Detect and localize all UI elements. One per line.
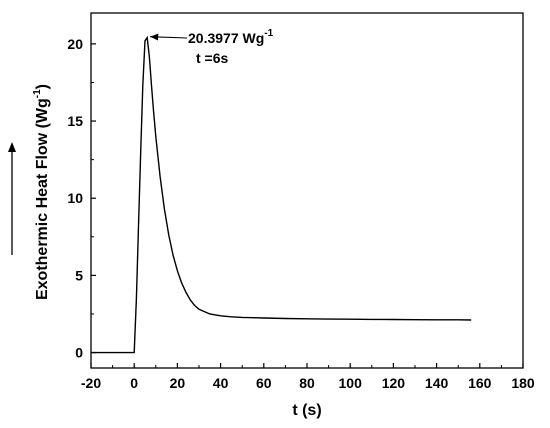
y-tick-label: 10 [67, 190, 83, 206]
peak-annotation-arrowhead [150, 33, 159, 41]
x-tick-label: 160 [468, 375, 492, 391]
y-axis-title: Exothermic Heat Flow (Wg-1) [32, 84, 51, 300]
y-tick-label: 5 [75, 267, 83, 283]
plot-frame [90, 12, 524, 369]
peak-annotation: 20.3977 Wg-1 t =6s [150, 28, 274, 66]
x-tick-label: 20 [170, 375, 186, 391]
x-tick-label: 40 [213, 375, 229, 391]
x-tick-label: -20 [81, 375, 101, 391]
x-tick-label: 60 [256, 375, 272, 391]
x-tick-label: 100 [339, 375, 363, 391]
x-tick-label: 80 [299, 375, 315, 391]
heat-flow-series-line [91, 35, 472, 354]
x-tick-label: 180 [511, 375, 535, 391]
x-tick-label: 140 [425, 375, 449, 391]
y-tick-label: 15 [67, 113, 83, 129]
x-tick-label: 0 [130, 375, 138, 391]
y-axis-ticks: 0 5 10 15 20 [67, 36, 96, 361]
y-axis-direction-arrow [8, 142, 16, 255]
x-axis-ticks: -20 0 20 40 60 80 100 120 140 160 180 [81, 363, 535, 391]
y-tick-label: 0 [75, 345, 83, 361]
x-tick-label: 120 [382, 375, 406, 391]
y-tick-label: 20 [67, 36, 83, 52]
peak-time-label: t =6s [196, 50, 229, 66]
peak-value-label: 20.3977 Wg-1 [188, 28, 274, 46]
x-axis-title: t (s) [292, 402, 321, 419]
